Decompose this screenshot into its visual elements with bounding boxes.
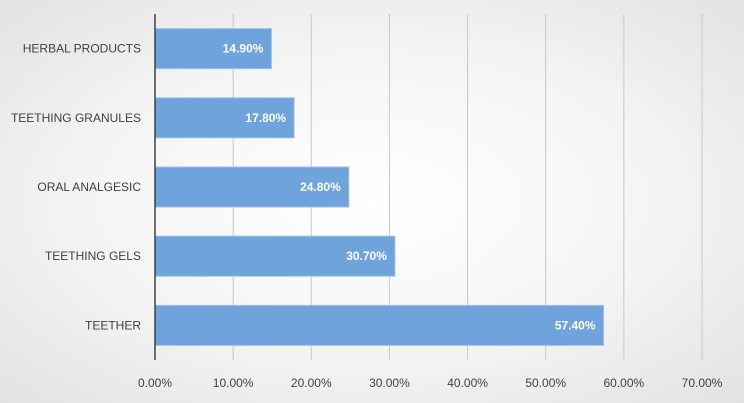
bar-value-label: 17.80% — [245, 111, 286, 125]
category-label: HERBAL PRODUCTS — [23, 42, 141, 56]
category-label: ORAL ANALGESIC — [37, 180, 141, 194]
bar-value-label: 57.40% — [555, 318, 596, 332]
x-tick-label: 0.00% — [138, 376, 172, 390]
category-label: TEETHING GRANULES — [11, 111, 141, 125]
bar-value-label: 24.80% — [300, 180, 341, 194]
bar — [154, 304, 605, 346]
x-tick-label: 40.00% — [447, 376, 488, 390]
x-tick-label: 60.00% — [604, 376, 645, 390]
x-tick-label: 10.00% — [213, 376, 254, 390]
category-label: TEETHER — [85, 318, 141, 332]
category-label: TEETHING GELS — [45, 249, 141, 263]
bar — [154, 97, 295, 139]
x-tick-label: 20.00% — [291, 376, 332, 390]
bar-value-label: 14.90% — [223, 42, 264, 56]
bar — [154, 166, 350, 208]
x-tick-label: 50.00% — [525, 376, 566, 390]
x-tick-label: 30.00% — [369, 376, 410, 390]
bar-value-label: 30.70% — [346, 249, 387, 263]
x-tick-label: 70.00% — [682, 376, 723, 390]
